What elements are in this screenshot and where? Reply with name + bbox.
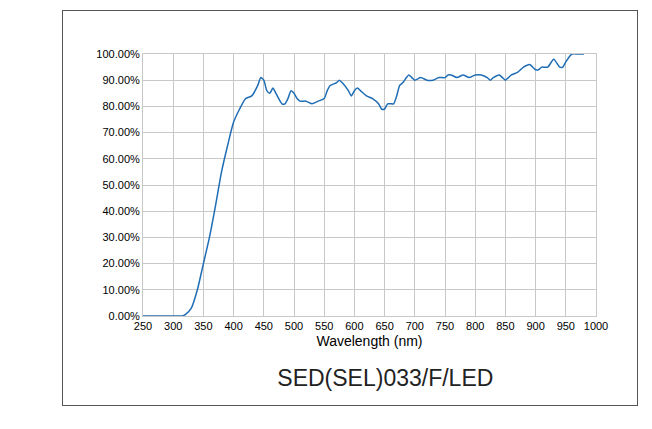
svg-text:500: 500 (285, 320, 303, 332)
svg-text:Wavelength (nm): Wavelength (nm) (316, 333, 422, 349)
svg-text:80.00%: 80.00% (102, 100, 140, 112)
svg-text:20.00%: 20.00% (102, 257, 140, 269)
svg-text:250: 250 (134, 320, 152, 332)
svg-text:700: 700 (406, 320, 424, 332)
svg-text:350: 350 (194, 320, 212, 332)
svg-text:60.00%: 60.00% (102, 153, 140, 165)
svg-text:30.00%: 30.00% (102, 231, 140, 243)
svg-text:90.00%: 90.00% (102, 74, 140, 86)
svg-text:300: 300 (164, 320, 182, 332)
svg-text:800: 800 (466, 320, 484, 332)
svg-text:850: 850 (496, 320, 514, 332)
svg-text:900: 900 (526, 320, 544, 332)
svg-text:450: 450 (255, 320, 273, 332)
svg-text:550: 550 (315, 320, 333, 332)
svg-text:1000: 1000 (584, 320, 608, 332)
svg-text:950: 950 (557, 320, 575, 332)
svg-text:100.00%: 100.00% (96, 48, 140, 60)
svg-text:0.00%: 0.00% (109, 310, 140, 322)
svg-text:650: 650 (375, 320, 393, 332)
svg-text:10.00%: 10.00% (102, 284, 140, 296)
svg-text:SED(SEL)033/F/LED: SED(SEL)033/F/LED (277, 365, 493, 391)
svg-text:600: 600 (345, 320, 363, 332)
svg-text:750: 750 (436, 320, 454, 332)
svg-text:40.00%: 40.00% (102, 205, 140, 217)
svg-text:70.00%: 70.00% (102, 126, 140, 138)
svg-text:50.00%: 50.00% (102, 179, 140, 191)
svg-text:400: 400 (224, 320, 242, 332)
